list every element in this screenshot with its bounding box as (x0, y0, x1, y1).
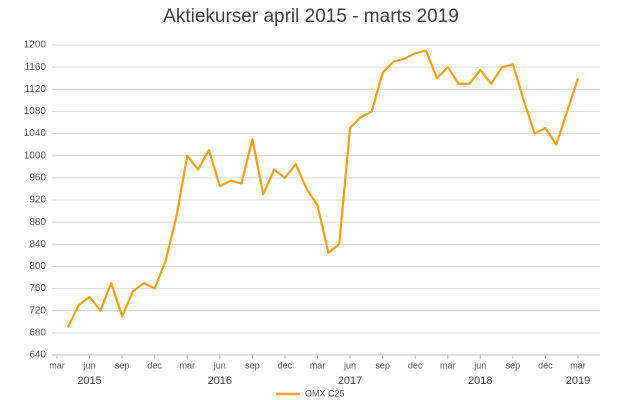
x-tick-label: sep (245, 360, 260, 370)
x-tick-label: dec (538, 360, 553, 370)
y-tick-label: 920 (29, 195, 46, 206)
y-tick-label: 720 (29, 305, 46, 316)
y-tick-label: 1080 (24, 106, 47, 117)
x-tick-label: dec (147, 360, 162, 370)
x-tick-label: dec (408, 360, 423, 370)
x-tick-label: sep (115, 360, 130, 370)
y-tick-label: 1120 (24, 84, 46, 95)
x-tick-label: sep (506, 360, 521, 370)
line (66, 49, 580, 328)
x-group-label: 2018 (468, 375, 492, 387)
x-group-label: 2019 (566, 375, 590, 387)
x-tick-label: jun (473, 360, 486, 370)
x-tick-label: jun (343, 360, 356, 370)
x-tick-label: sep (375, 360, 390, 370)
y-tick-label: 1200 (24, 40, 47, 51)
x-tick-label: mar (570, 360, 586, 370)
x-tick-label: jun (213, 360, 226, 370)
y-tick-label: 1160 (24, 62, 46, 73)
x-group-label: 2016 (208, 375, 232, 387)
x-group-label: 2015 (77, 375, 101, 387)
x-group-label: 2017 (338, 375, 362, 387)
x-tick-label: mar (180, 360, 196, 370)
y-tick-label: 840 (29, 239, 46, 250)
y-tick-label: 800 (29, 261, 46, 272)
chart-title: Aktiekurser april 2015 - marts 2019 (163, 6, 459, 27)
x-tick-label: jun (83, 360, 96, 370)
x-tick-label: mar (49, 360, 65, 370)
y-tick-label: 960 (29, 172, 46, 183)
x-tick-label: dec (278, 360, 293, 370)
y-tick-label: 680 (29, 327, 46, 338)
y-tick-label: 1000 (24, 150, 47, 161)
y-tick-label: 760 (29, 283, 46, 294)
x-tick-label: mar (310, 360, 326, 370)
y-tick-label: 640 (29, 350, 46, 361)
y-tick-label: 1040 (24, 128, 47, 139)
y-tick-label: 880 (29, 217, 46, 228)
legend-label: OMX C25 (305, 388, 345, 398)
x-tick-label: mar (440, 360, 456, 370)
